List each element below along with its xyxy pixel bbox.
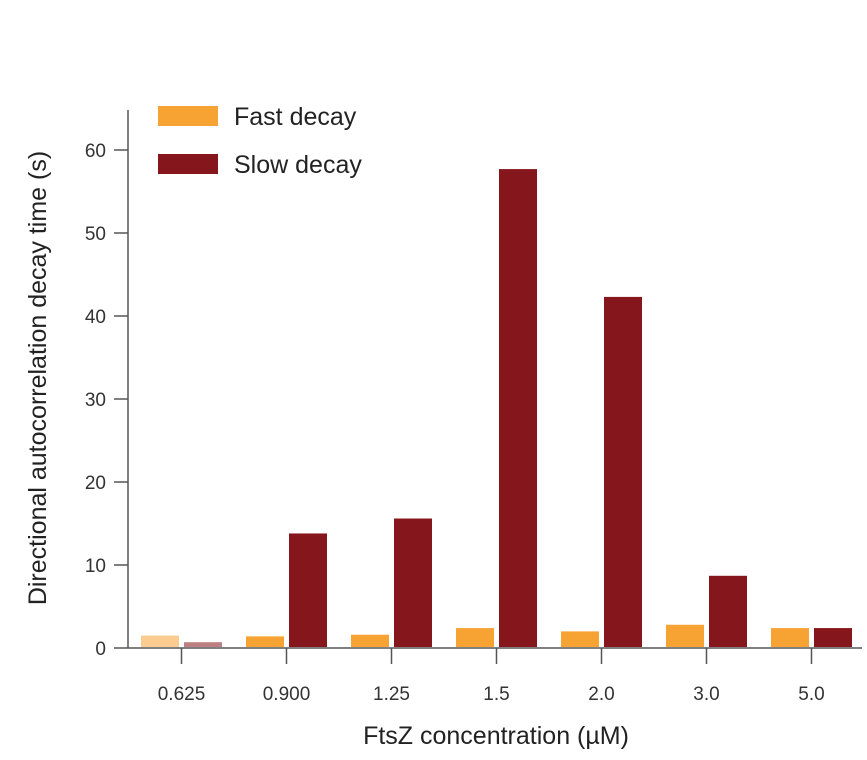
legend-label-slow-decay: Slow decay [234, 151, 362, 179]
y-tick-label: 50 [85, 224, 106, 245]
slow-decay-bar [604, 296, 642, 647]
fast-decay-bar [351, 634, 389, 647]
x-axis-ticks: 0.625 0.900 1.25 1.5 2.0 3.0 5.0 [158, 648, 825, 705]
x-tick-label: 2.0 [588, 684, 614, 705]
slow-decay-bar [814, 628, 852, 647]
slow-decay-bar [394, 518, 432, 647]
y-axis-title: Directional autocorrelation decay time (… [24, 151, 52, 605]
y-tick-label: 10 [85, 556, 106, 577]
slow-decay-bar [184, 642, 222, 647]
legend-swatch-fast-decay [158, 106, 218, 126]
slow-decay-bar [499, 169, 537, 647]
slow-decay-bar [289, 533, 327, 647]
legend-label-fast-decay: Fast decay [234, 103, 357, 131]
fast-decay-bar [246, 636, 284, 647]
legend: Fast decay Slow decay [158, 103, 362, 179]
x-tick-label: 1.25 [373, 684, 410, 705]
fast-decay-bar [141, 635, 179, 647]
x-tick-label: 1.5 [483, 684, 509, 705]
slow-decay-bar [709, 575, 747, 647]
fast-decay-bar [456, 628, 494, 647]
y-axis-ticks: 0 10 20 30 40 50 60 [85, 141, 128, 660]
fast-decay-bar [666, 624, 704, 647]
y-tick-label: 30 [85, 390, 106, 411]
x-tick-label: 0.900 [263, 684, 311, 705]
x-axis-title: FtsZ concentration (µM) [363, 722, 629, 750]
fast-decay-bar [771, 628, 809, 647]
x-tick-label: 5.0 [798, 684, 824, 705]
x-tick-label: 3.0 [693, 684, 719, 705]
y-tick-label: 60 [85, 141, 106, 162]
legend-swatch-slow-decay [158, 154, 218, 174]
y-tick-label: 40 [85, 307, 106, 328]
y-tick-label: 20 [85, 473, 106, 494]
fast-decay-bar [561, 631, 599, 647]
y-tick-label: 0 [95, 639, 106, 660]
x-tick-label: 0.625 [158, 684, 206, 705]
bars-group [141, 169, 852, 647]
